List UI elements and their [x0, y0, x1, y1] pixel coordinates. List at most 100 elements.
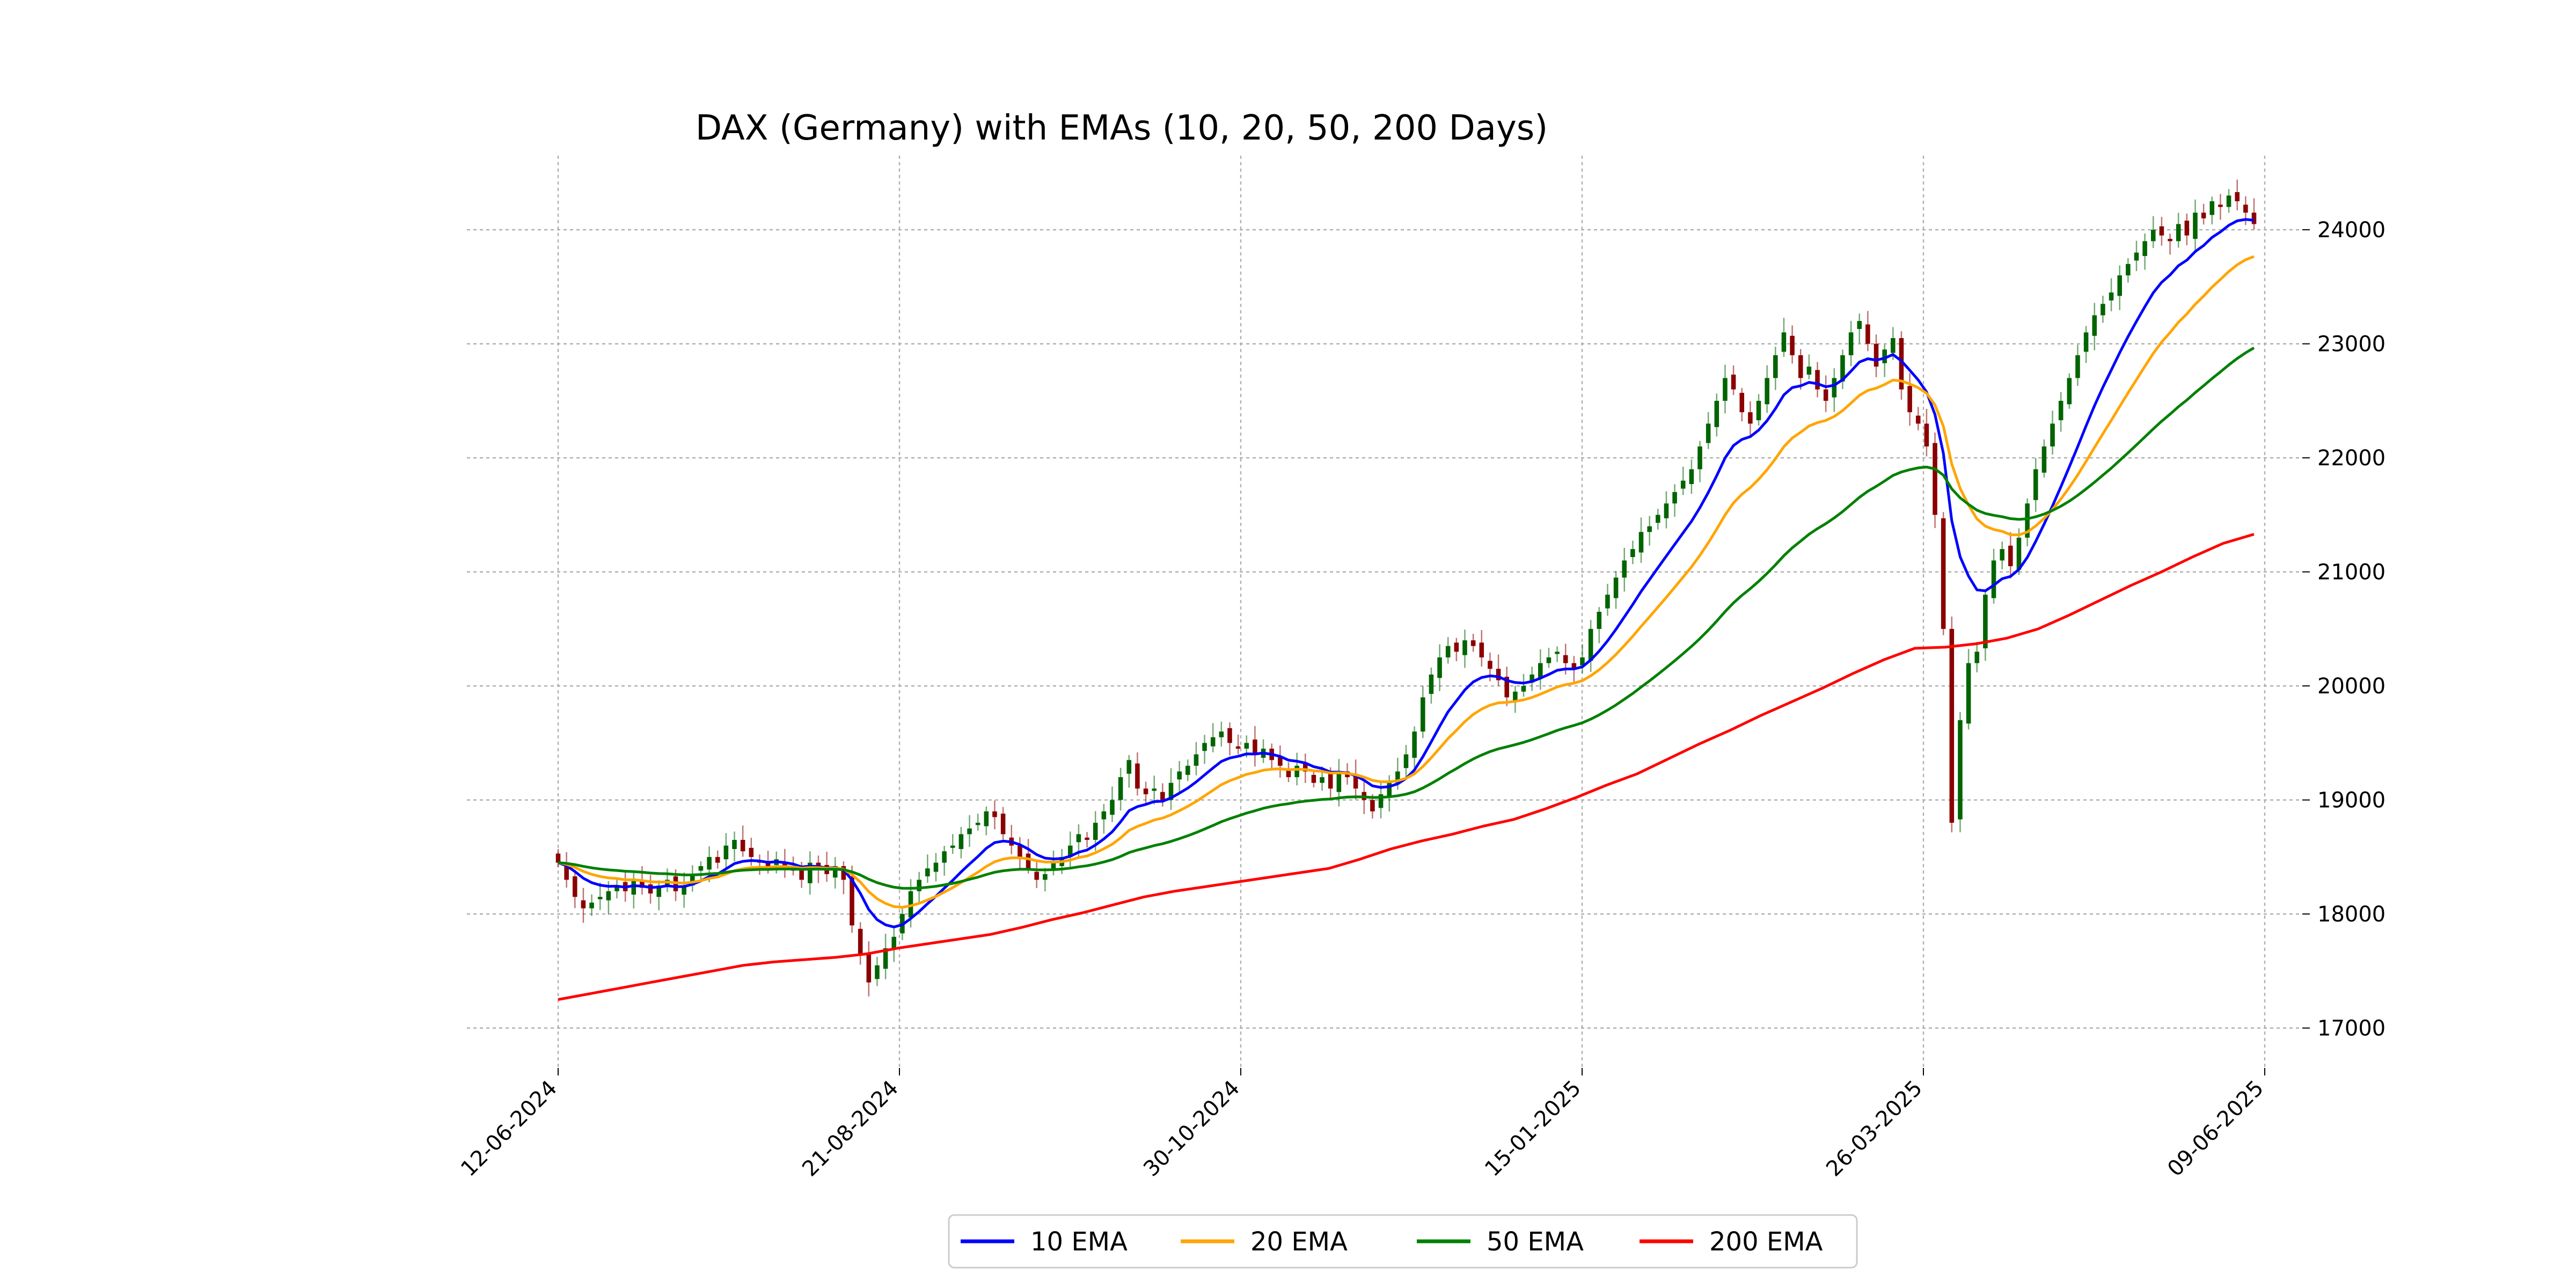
x-tick-label: 09-06-2025 — [2163, 1076, 2268, 1182]
candle-body — [850, 876, 854, 926]
candle-body — [1286, 769, 1291, 778]
candle-body — [2126, 264, 2131, 276]
candle-body — [597, 897, 603, 899]
candle-body — [1479, 642, 1484, 657]
candle-body — [2008, 545, 2013, 566]
candle-body — [631, 880, 636, 895]
candle-body — [1445, 646, 1451, 657]
candle-body — [1135, 763, 1140, 789]
candle-body — [1227, 728, 1232, 743]
x-tick-label: 21-08-2024 — [797, 1076, 903, 1182]
candle-body — [1496, 669, 1501, 680]
candle-body — [2243, 204, 2248, 213]
candle-body — [2092, 315, 2097, 336]
y-tick-label: 22000 — [2317, 446, 2385, 471]
candle-body — [1739, 393, 1745, 413]
candle-body — [2058, 400, 2063, 420]
candle-body — [1043, 874, 1048, 880]
candle-body — [2209, 201, 2215, 215]
candle-body — [2075, 355, 2080, 378]
x-tick-label: 12-06-2024 — [456, 1076, 562, 1182]
candle-body — [1622, 560, 1627, 578]
candle-body — [1093, 823, 1098, 840]
candle-body — [1278, 756, 1283, 766]
candle-body — [1865, 324, 1870, 344]
candle-body — [1504, 677, 1510, 698]
candle-body — [1958, 720, 1963, 819]
legend-label: 200 EMA — [1709, 1227, 1823, 1257]
candle-body — [950, 845, 955, 848]
candle-body — [2168, 239, 2172, 241]
x-tick-label: 15-01-2025 — [1480, 1076, 1586, 1182]
candle-body — [1882, 349, 1887, 363]
candle-body — [1689, 469, 1694, 484]
legend-label: 50 EMA — [1487, 1227, 1584, 1257]
candle-body — [875, 965, 880, 979]
candle-body — [749, 847, 754, 857]
x-tick-label: 26-03-2025 — [1821, 1076, 1927, 1182]
candle-body — [2134, 252, 2139, 261]
candle-body — [1513, 691, 1518, 701]
candle-body — [1067, 845, 1073, 857]
candle-body — [1538, 663, 1543, 678]
candle-body — [1756, 400, 1761, 420]
y-tick-label: 17000 — [2317, 1016, 2385, 1041]
candle-body — [1194, 754, 1199, 766]
ema-line-200-ema — [558, 533, 2255, 1001]
candle-body — [1656, 515, 1660, 523]
candle-body — [2176, 224, 2181, 241]
candle-body — [2201, 213, 2206, 218]
candle-body — [1832, 378, 1837, 398]
y-tick-label: 21000 — [2317, 560, 2385, 585]
candle-body — [1630, 549, 1635, 557]
candle-body — [2159, 226, 2164, 236]
candle-body — [1815, 370, 1820, 390]
candle-body — [2033, 469, 2038, 500]
candle-body — [992, 811, 997, 817]
candle-body — [1395, 771, 1400, 783]
candle-body — [1790, 335, 1795, 355]
candle-body — [2235, 192, 2240, 201]
y-tick-label: 19000 — [2317, 788, 2385, 813]
candle-body — [1018, 845, 1022, 857]
candle-body — [2184, 221, 2190, 236]
candle-body — [1311, 774, 1316, 783]
candle-body — [1823, 389, 1828, 401]
candle-body — [1353, 773, 1358, 789]
legend-label: 10 EMA — [1030, 1227, 1128, 1257]
candle-body — [883, 948, 888, 969]
candle-body — [1143, 788, 1148, 794]
candle-body — [614, 885, 619, 891]
candle-body — [1731, 375, 1736, 390]
candle-body — [2251, 213, 2257, 224]
candle-body — [1983, 595, 1988, 648]
candle-body — [2050, 423, 2055, 447]
candle-body — [1160, 792, 1165, 800]
y-axis: 17000 18000 19000 20000 21000 22000 23000 24000 — [2302, 218, 2385, 1041]
candle-body — [690, 874, 695, 885]
candle-body — [2226, 195, 2231, 207]
candle-body — [1454, 642, 1459, 652]
y-tick-label: 18000 — [2317, 902, 2385, 927]
candle-body — [1168, 782, 1174, 800]
candle-body — [573, 876, 577, 897]
candle-body — [732, 840, 737, 849]
candle-body — [967, 828, 972, 835]
candle-body — [1840, 355, 1845, 382]
candle-body — [707, 857, 712, 870]
candle-body — [2150, 230, 2156, 241]
y-tick-label: 24000 — [2317, 218, 2385, 243]
candle-body — [984, 811, 989, 826]
candle-body — [1613, 577, 1619, 598]
candle-body — [698, 866, 704, 871]
candle-body — [866, 954, 872, 983]
candle-body — [581, 900, 586, 909]
candle-body — [1714, 400, 1719, 427]
candle-body — [1202, 743, 1207, 751]
candle-body — [1680, 480, 1686, 489]
candle-body — [640, 880, 645, 888]
candle-body — [799, 867, 804, 880]
candle-body — [2000, 549, 2004, 561]
candle-body — [648, 884, 653, 894]
